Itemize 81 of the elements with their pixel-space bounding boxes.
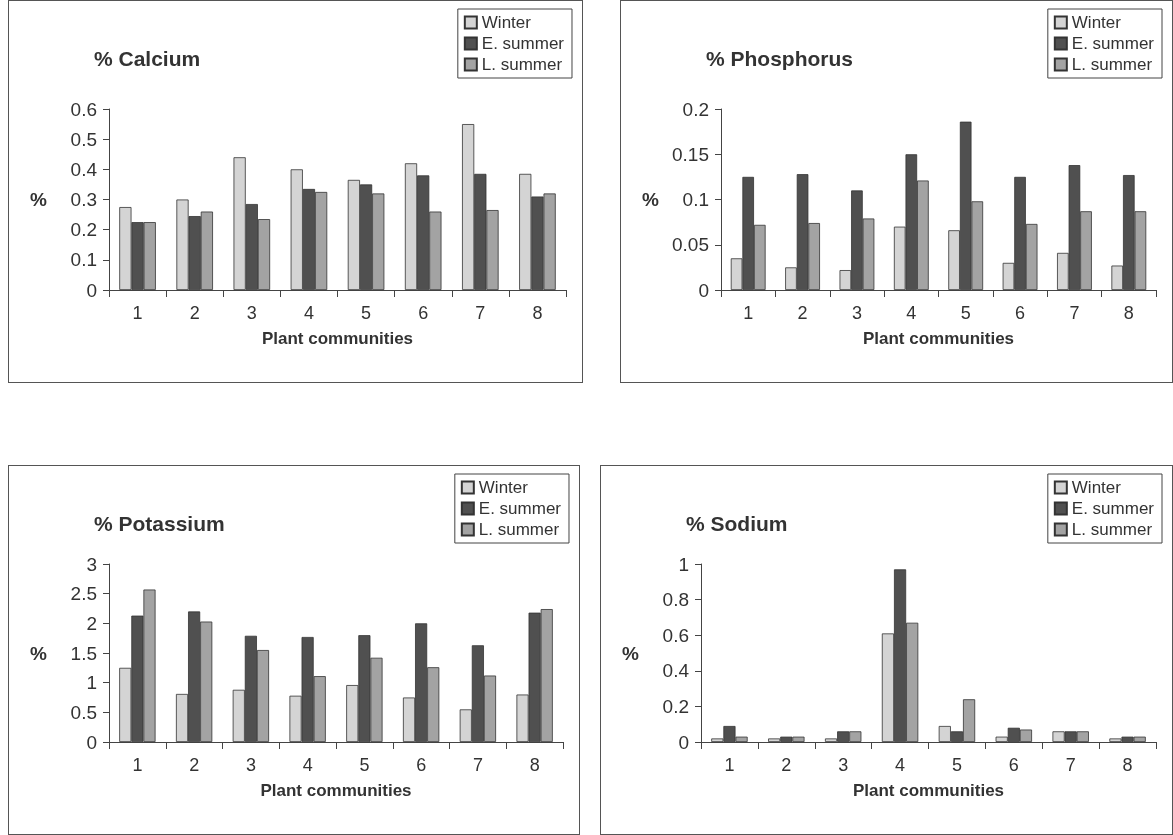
x-tick-label: 7 — [1069, 303, 1080, 323]
x-tick-label: 5 — [361, 303, 372, 323]
x-tick-label: 5 — [359, 755, 370, 775]
x-tick-label: 1 — [724, 755, 735, 775]
x-tick-label: 6 — [418, 303, 429, 323]
legend-label: E. summer — [1071, 499, 1155, 518]
legend-label: L. summer — [481, 55, 563, 74]
y-axis-title: % — [642, 189, 660, 210]
x-axis-title: Plant communities — [260, 781, 412, 800]
legend-label: Winter — [1071, 478, 1122, 497]
x-tick-label: 7 — [472, 755, 483, 775]
legend-label: E. summer — [478, 499, 562, 518]
chart-title: % Sodium — [686, 512, 788, 535]
legend-label: L. summer — [1071, 55, 1153, 74]
x-tick-label: 4 — [895, 755, 906, 775]
y-tick-label: 1 — [86, 672, 97, 694]
y-tick-label: 0.05 — [672, 234, 709, 256]
y-tick-label: 0.1 — [70, 249, 97, 271]
y-tick-label: 3 — [86, 553, 97, 575]
x-tick-label: 5 — [960, 303, 971, 323]
x-tick-label: 8 — [532, 303, 543, 323]
y-tick-label: 1.5 — [70, 642, 97, 664]
chart-title: % Calcium — [94, 47, 201, 70]
x-tick-label: 8 — [1123, 303, 1134, 323]
x-axis-title: Plant communities — [862, 329, 1015, 348]
y-tick-label: 0.4 — [70, 158, 98, 180]
x-tick-label: 7 — [475, 303, 486, 323]
legend-label: E. summer — [481, 34, 565, 53]
y-tick-label: 1 — [678, 553, 689, 575]
x-tick-label: 6 — [1008, 755, 1019, 775]
x-tick-label: 3 — [246, 303, 257, 323]
y-tick-label: 0.2 — [682, 98, 709, 120]
y-tick-label: 2 — [86, 612, 97, 634]
legend-label: L. summer — [478, 520, 560, 539]
x-tick-label: 1 — [743, 303, 754, 323]
x-tick-label: 7 — [1065, 755, 1076, 775]
y-tick-label: 0.5 — [70, 128, 97, 150]
legend-label: Winter — [1071, 13, 1122, 32]
y-tick-label: 0.2 — [662, 695, 689, 717]
y-tick-label: 0 — [698, 279, 709, 301]
y-tick-label: 0.1 — [682, 189, 709, 210]
x-tick-label: 2 — [189, 755, 200, 775]
y-axis-title: % — [30, 642, 48, 664]
x-tick-label: 4 — [302, 755, 313, 775]
x-tick-label: 4 — [906, 303, 917, 323]
x-tick-label: 2 — [797, 303, 808, 323]
x-tick-label: 1 — [132, 755, 143, 775]
chart-title: % Potassium — [94, 512, 225, 535]
x-tick-label: 2 — [189, 303, 200, 323]
x-axis-title: Plant communities — [261, 329, 414, 348]
x-tick-label: 6 — [416, 755, 427, 775]
y-tick-label: 0.5 — [70, 701, 97, 723]
y-tick-label: 0.6 — [70, 98, 97, 120]
x-tick-label: 5 — [951, 755, 962, 775]
y-tick-label: 0.3 — [70, 189, 97, 210]
y-tick-label: 0.4 — [662, 660, 690, 682]
y-axis-title: % — [30, 189, 48, 210]
y-tick-label: 0.6 — [662, 624, 689, 646]
legend-label: L. summer — [1071, 520, 1153, 539]
x-tick-label: 2 — [781, 755, 792, 775]
y-tick-label: 2.5 — [70, 583, 97, 605]
y-tick-label: 0 — [86, 731, 97, 753]
y-tick-label: 0.15 — [672, 143, 709, 165]
y-tick-label: 0 — [678, 731, 689, 753]
chart-title: % Phosphorus — [706, 47, 854, 70]
x-tick-label: 3 — [851, 303, 862, 323]
x-tick-label: 6 — [1015, 303, 1026, 323]
x-tick-label: 8 — [1122, 755, 1133, 775]
x-tick-label: 1 — [132, 303, 143, 323]
y-tick-label: 0.2 — [70, 219, 97, 241]
x-tick-label: 3 — [245, 755, 256, 775]
y-axis-title: % — [622, 642, 640, 664]
legend-label: Winter — [481, 13, 532, 32]
y-tick-label: 0.8 — [662, 589, 689, 611]
x-axis-title: Plant communities — [852, 781, 1005, 800]
legend-label: Winter — [478, 478, 529, 497]
x-tick-label: 3 — [838, 755, 849, 775]
x-tick-label: 8 — [529, 755, 540, 775]
x-tick-label: 4 — [303, 303, 314, 323]
legend-label: E. summer — [1071, 34, 1155, 53]
y-tick-label: 0 — [86, 279, 97, 301]
